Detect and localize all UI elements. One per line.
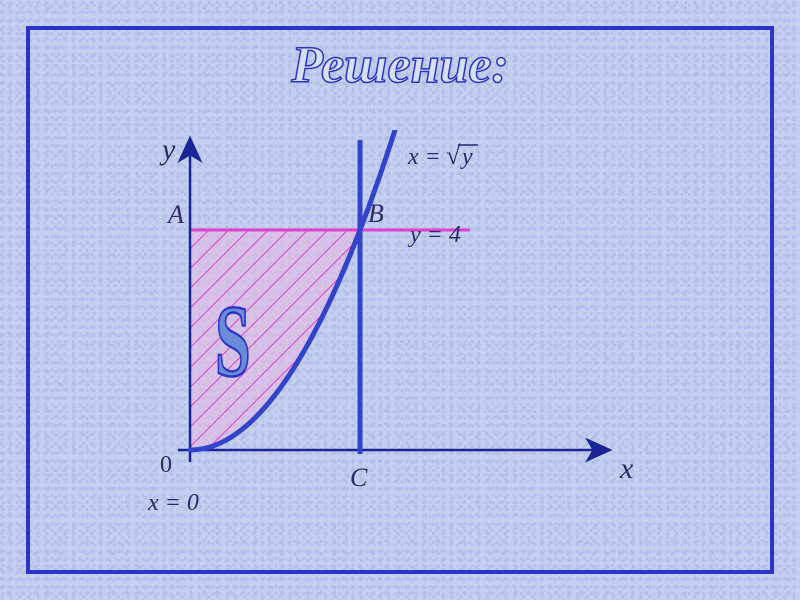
label-x-equals-0: x = 0: [147, 490, 199, 516]
graph-svg: y x A B C 0 x = 0 y = 4 x = √y: [130, 130, 670, 540]
svg-text:y: y: [460, 144, 473, 170]
label-point-a: A: [166, 200, 184, 229]
graph-area: y x A B C 0 x = 0 y = 4 x = √y S: [130, 130, 670, 540]
slide-title: Решение:: [0, 36, 800, 95]
label-y-axis: y: [159, 133, 176, 166]
label-x-equals-sqrt-y: x = √y: [407, 141, 478, 170]
label-origin: 0: [160, 452, 172, 478]
region-letter-s: S: [215, 283, 251, 401]
slide-page: Решение: y x A B C 0 x = 0 y = 4 x = √y S: [0, 0, 800, 600]
label-point-c: C: [350, 463, 368, 492]
label-x-axis: x: [619, 452, 634, 485]
svg-text:x =: x =: [407, 144, 441, 170]
label-y-equals-4: y = 4: [408, 222, 461, 248]
label-point-b: B: [368, 199, 384, 228]
